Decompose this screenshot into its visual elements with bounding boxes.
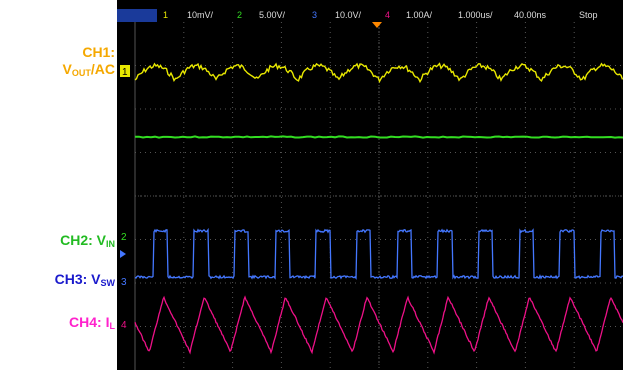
scope-status-bar: 1 10mV/ 2 5.00V/ 3 10.0V/ 4 1.00A/ 1.000… xyxy=(117,0,623,22)
ch3-marker-text: 3 xyxy=(121,277,127,288)
trigger-delay[interactable]: 40.00ns xyxy=(514,10,547,20)
ch2-marker-text: 2 xyxy=(121,232,127,243)
ch3-label: CH3: VSW xyxy=(54,271,115,288)
ch2-waveform xyxy=(134,135,623,139)
ch1-label-line1: CH1: xyxy=(82,44,115,60)
ch1-label: CH1: VOUT/AC xyxy=(63,44,115,80)
ch4-number[interactable]: 4 xyxy=(385,10,391,20)
ch4-scale[interactable]: 1.00A/ xyxy=(406,10,433,20)
ch2-label: CH2: VIN xyxy=(60,232,115,249)
run-state[interactable]: Stop xyxy=(579,10,598,20)
trigger-position-marker[interactable] xyxy=(372,22,382,28)
ch4-ground-marker[interactable]: 4 xyxy=(121,320,127,331)
timebase[interactable]: 1.000us/ xyxy=(458,10,493,20)
ch4-marker-text: 4 xyxy=(121,320,127,331)
ch3-ground-marker[interactable]: 3 xyxy=(120,250,127,288)
ch1-label-line2: VOUT/AC xyxy=(62,61,115,78)
ch1-marker-text: 1 xyxy=(122,67,128,78)
ch2-ground-marker[interactable]: 2 xyxy=(121,232,127,243)
ch1-ground-marker[interactable]: 1 xyxy=(120,65,130,78)
ch3-waveform xyxy=(134,227,623,280)
ch1-header-highlight xyxy=(117,9,157,22)
ch4-label: CH4: IL xyxy=(69,314,115,331)
waveform-display: 1 2 3 4 xyxy=(117,9,623,370)
ch4-waveform xyxy=(134,295,623,355)
oscilloscope-screen: 1 10mV/ 2 5.00V/ 3 10.0V/ 4 1.00A/ 1.000… xyxy=(117,0,623,370)
ch1-scale[interactable]: 10mV/ xyxy=(187,10,214,20)
ch1-number[interactable]: 1 xyxy=(163,10,169,20)
ch1-waveform xyxy=(134,62,623,84)
ch2-scale[interactable]: 5.00V/ xyxy=(259,10,286,20)
ch3-scale[interactable]: 10.0V/ xyxy=(335,10,362,20)
ch3-number[interactable]: 3 xyxy=(312,10,318,20)
ch2-number[interactable]: 2 xyxy=(237,10,243,20)
